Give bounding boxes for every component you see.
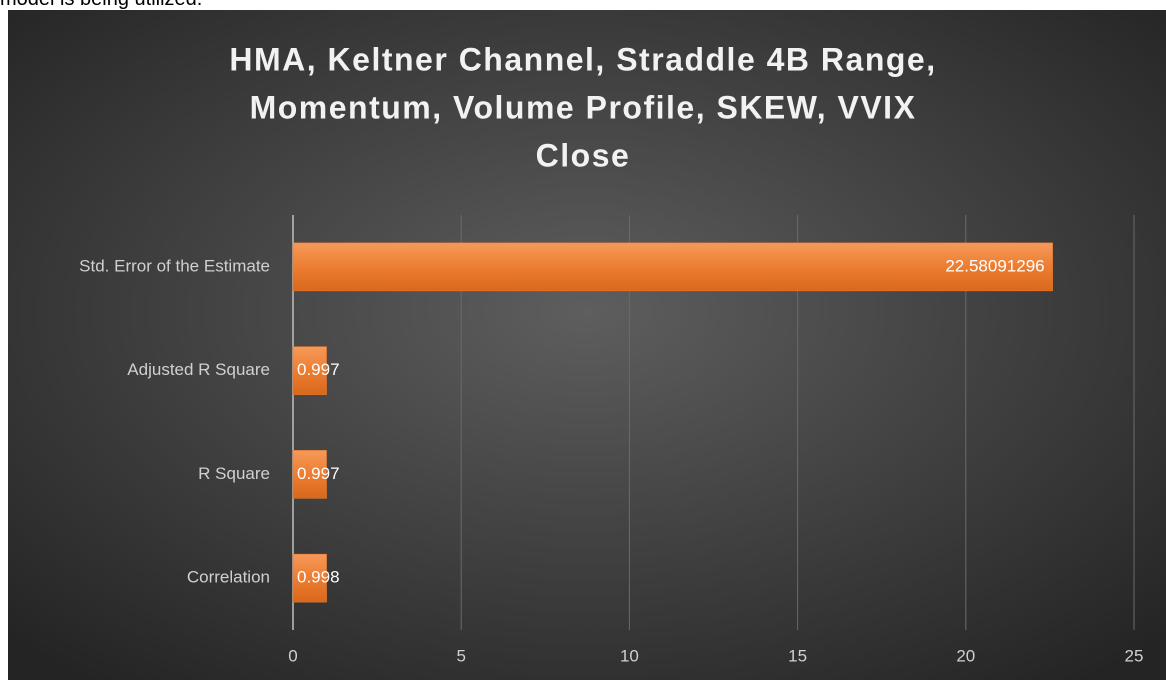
x-tick-label: 25 <box>1125 646 1144 665</box>
y-tick-label: Std. Error of the Estimate <box>79 256 270 275</box>
x-tick-label: 20 <box>956 646 975 665</box>
bar <box>292 450 327 499</box>
caption: model is being utilized. <box>0 0 202 11</box>
y-tick-label: Adjusted R Square <box>127 360 270 379</box>
data-label: 0.998 <box>297 568 340 587</box>
data-label: 22.58091296 <box>945 256 1044 275</box>
x-tick-label: 0 <box>288 646 297 665</box>
bar <box>292 553 327 603</box>
x-tick-label: 10 <box>620 646 639 665</box>
y-tick-label: Correlation <box>187 568 270 587</box>
x-tick-label: 15 <box>788 646 807 665</box>
chart-title: HMA, Keltner Channel, Straddle 4B Range, <box>229 41 936 77</box>
data-label: 0.997 <box>297 360 340 379</box>
y-tick-label: R Square <box>198 464 270 483</box>
chart-title: Momentum, Volume Profile, SKEW, VVIX <box>250 89 917 125</box>
x-tick-label: 5 <box>456 646 465 665</box>
bar <box>292 242 1053 292</box>
chart-background <box>8 10 1166 680</box>
chart-title: Close <box>536 137 631 173</box>
data-label: 0.997 <box>297 464 340 483</box>
bar <box>292 346 327 395</box>
